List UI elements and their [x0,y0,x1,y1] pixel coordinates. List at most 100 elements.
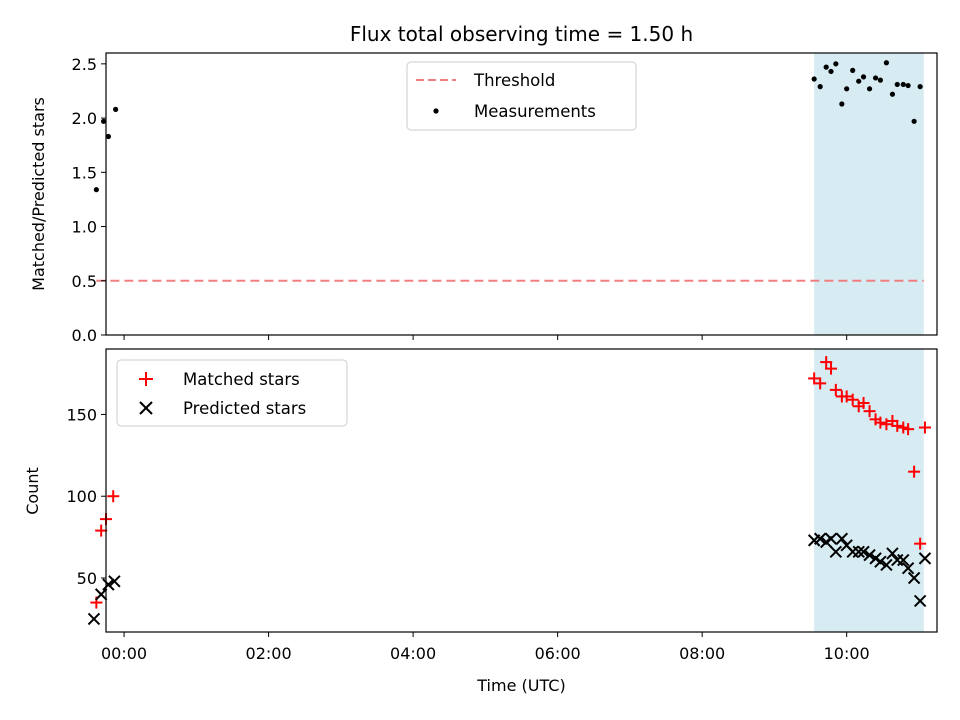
measurement-point [866,86,873,92]
predicted-star-point [880,558,893,572]
measurement-point [860,74,867,80]
matched-star-point [891,419,904,432]
bottom-observing-window [814,349,924,632]
y-tick-label: 50 [77,569,97,588]
predicted-star-point [108,575,121,588]
bottom-legend: Matched stars Predicted stars [116,359,348,427]
y-tick-label: 0.5 [72,272,97,291]
y-tick-label: 1.0 [72,218,97,237]
predicted-star-point [907,571,921,585]
matched-star-point [880,418,893,431]
y-tick-label: 2.5 [72,55,97,74]
measurement-point [100,118,107,124]
predicted-star-point [94,588,108,601]
measurement-point [850,67,856,73]
measurement-point [911,118,917,124]
matched-star-point [808,372,821,385]
legend-measurements-swatch [433,108,439,114]
measurement-point [883,60,890,66]
measurement-point [811,76,817,82]
matched-star-point [846,393,859,406]
predicted-star-point [824,532,838,545]
legend-measurements-label: Measurements [474,102,596,121]
predicted-star-point [874,555,887,568]
top-panel: 0.0 0.5 1.0 1.5 2.0 2.5 Matched/Predicted sta… [29,52,938,345]
measurement-point [105,133,112,140]
measurement-point [93,187,99,193]
y-tick-label: 100 [66,487,97,506]
measurement-point [877,77,883,83]
predicted-star-point [863,548,876,562]
legend-predicted-swatch [139,401,153,415]
y-tick-label: 0.0 [72,326,97,345]
matched-star-point [825,362,838,375]
measurement-point [823,64,829,70]
matched-star-point [840,390,853,403]
predicted-star-point [913,594,927,608]
matched-star-point [95,524,108,537]
x-tick-label: 04:00 [390,644,436,663]
measurement-point [113,106,119,112]
matched-star-point [857,396,870,409]
matched-star-point [107,490,120,503]
y-tick-label: 2.0 [72,109,97,128]
measurement-point [905,82,911,89]
matched-star-point [874,416,887,429]
x-axis-label: Time (UTC) [476,676,565,695]
predicted-star-point [918,552,932,565]
measurements-series [93,60,923,193]
measurement-point [872,75,879,81]
matched-star-point [820,356,833,369]
legend-threshold-label: Threshold [473,71,555,90]
x-tick-label: 06:00 [535,644,581,663]
predicted-star-point [886,547,899,560]
bottom-panel: 50 100 150 00:00 02:00 04:00 06:00 08:00 10:00 C… [23,348,938,695]
top-legend-box [406,61,637,131]
x-tick-label: 00:00 [101,644,147,663]
measurement-point [839,101,845,107]
predicted-star-point [813,532,827,545]
predicted-star-point [87,612,101,626]
matched-star-point [863,405,876,418]
measurement-point [900,81,906,88]
chart-title: Flux total observing time = 1.50 h [350,22,693,46]
predicted-star-point [897,553,910,567]
legend-predicted-label: Predicted stars [183,399,306,418]
predicted-star-point [829,545,843,559]
top-axis-ticks: 0.0 0.5 1.0 1.5 2.0 2.5 [72,55,848,345]
legend-matched-label: Matched stars [183,370,300,389]
predicted-star-point [857,545,870,559]
predicted-star-point [901,561,915,575]
matched-star-point [814,377,827,390]
predicted-star-point [102,578,115,591]
y-tick-label: 1.5 [72,163,97,182]
measurement-point [828,68,834,75]
bottom-axis-ticks: 50 100 150 00:00 02:00 04:00 06:00 08:00 10:00 [66,405,869,663]
matched-star-point [914,537,927,550]
matched-star-point [918,421,931,434]
measurement-point [894,81,900,88]
bottom-y-axis-label: Count [23,467,42,515]
bottom-plot-frame [105,348,938,633]
top-observing-window [814,53,924,335]
measurement-point [889,91,896,97]
x-tick-label: 08:00 [679,644,725,663]
bottom-legend-box [116,359,348,427]
measurement-point [817,84,823,90]
x-tick-label: 10:00 [824,644,870,663]
measurement-point [856,78,862,84]
matched-star-point [829,383,842,396]
legend-matched-swatch [139,372,153,386]
measurement-point [833,61,839,67]
top-legend: Threshold Measurements [406,61,637,131]
measurement-point [917,84,923,90]
top-y-axis-label: Matched/Predicted stars [29,97,48,291]
predicted-star-point [852,545,865,559]
count-series [87,356,932,626]
y-tick-label: 150 [66,405,97,424]
measurement-point [844,86,850,92]
x-tick-label: 02:00 [246,644,292,663]
matched-star-point [908,465,921,478]
matched-star-point [902,423,915,436]
